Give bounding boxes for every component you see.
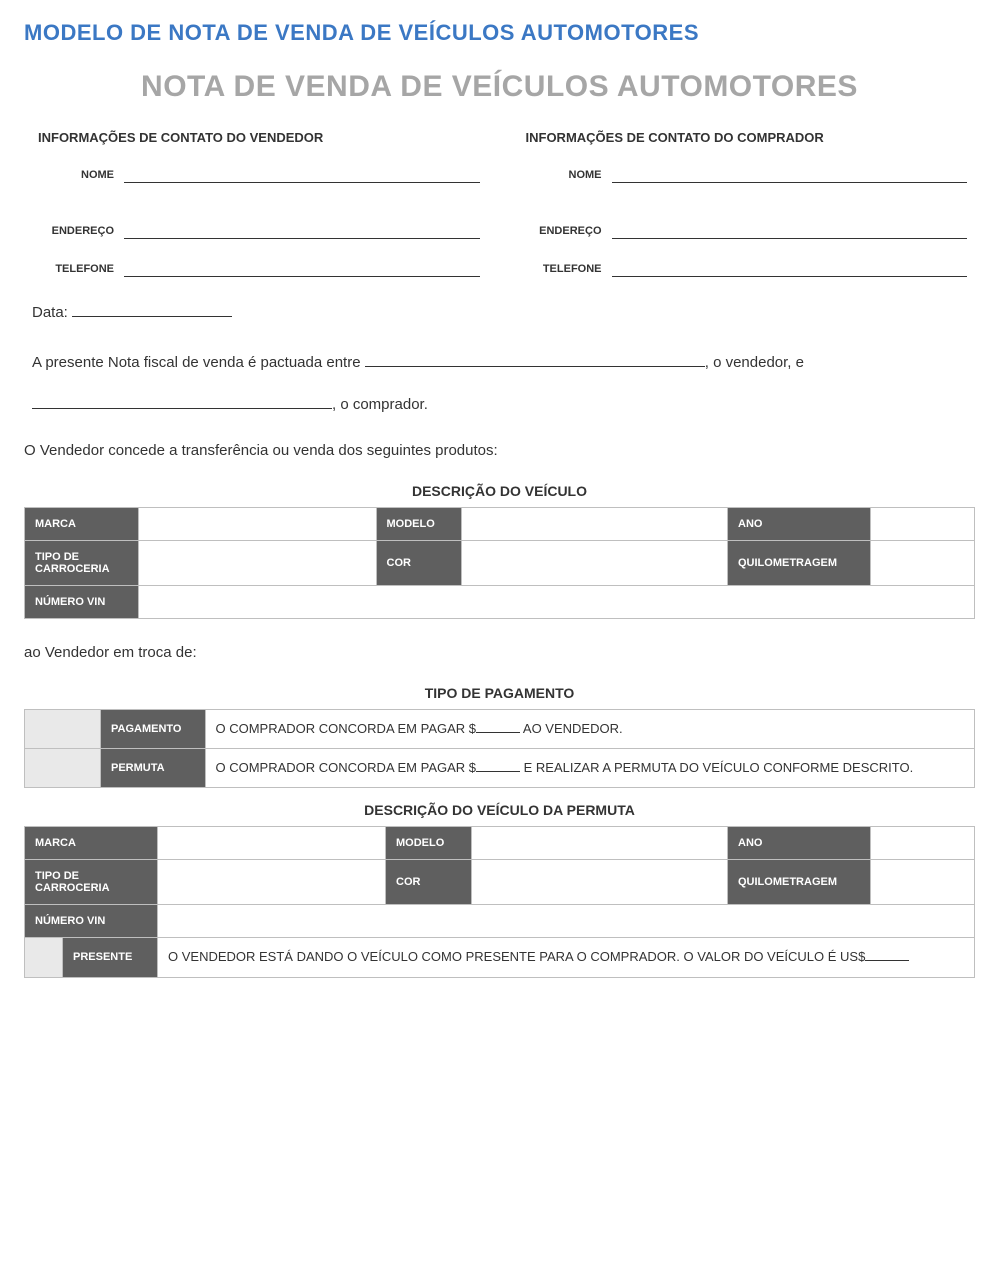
vehicle-year-input[interactable] [870,508,975,541]
page-header: MODELO DE NOTA DE VENDA DE VEÍCULOS AUTO… [24,20,975,46]
exchange-text: ao Vendedor em troca de: [24,635,975,671]
document-title: NOTA DE VENDA DE VEÍCULOS AUTOMOTORES [24,70,975,104]
seller-contact-column: INFORMAÇÕES DE CONTATO DO VENDEDOR NOME … [32,130,480,295]
trade-vin-label: NÚMERO VIN [25,905,158,938]
trade-year-label: ANO [728,827,871,860]
table-row: PAGAMENTO O COMPRADOR CONCORDA EM PAGAR … [25,710,975,749]
trade-color-label: COR [386,860,472,905]
date-line: Data: [24,295,975,331]
seller-address-label: ENDEREÇO [32,225,124,239]
buyer-party-input[interactable] [32,395,332,409]
gift-checkbox[interactable] [25,938,63,977]
gift-label: PRESENTE [63,938,158,977]
buyer-contact-column: INFORMAÇÕES DE CONTATO DO COMPRADOR NOME… [520,130,968,295]
table-row: PERMUTA O COMPRADOR CONCORDA EM PAGAR $ … [25,749,975,788]
trade-year-input[interactable] [870,827,975,860]
vehicle-model-input[interactable] [462,508,728,541]
trade-text-post: E REALIZAR A PERMUTA DO VEÍCULO CONFORME… [520,760,913,775]
vehicle-vin-label: NÚMERO VIN [25,586,139,619]
agreement-pre: A presente Nota fiscal de venda é pactua… [32,354,365,371]
payment-type-table: PAGAMENTO O COMPRADOR CONCORDA EM PAGAR … [24,709,975,788]
buyer-address-label: ENDEREÇO [520,225,612,239]
seller-name-row: NOME [32,163,480,183]
table-row: PRESENTE O VENDEDOR ESTÁ DANDO O VEÍCULO… [25,938,975,977]
payment-amount-input[interactable] [476,721,520,733]
table-row: MARCA MODELO ANO [25,508,975,541]
buyer-section-title: INFORMAÇÕES DE CONTATO DO COMPRADOR [520,130,968,145]
buyer-name-label: NOME [520,169,612,183]
table-row: TIPO DE CARROCERIA COR QUILOMETRAGEM [25,541,975,586]
seller-name-label: NOME [32,169,124,183]
seller-name-input[interactable] [124,163,480,183]
gift-amount-input[interactable] [865,949,909,961]
trade-text-pre: O COMPRADOR CONCORDA EM PAGAR $ [216,760,477,775]
trade-bodytype-label: TIPO DE CARROCERIA [25,860,158,905]
vehicle-mileage-label: QUILOMETRAGEM [728,541,871,586]
trade-make-input[interactable] [158,827,386,860]
table-row: NÚMERO VIN [25,905,975,938]
trade-make-label: MARCA [25,827,158,860]
vehicle-model-label: MODELO [376,508,462,541]
vehicle-section-title: DESCRIÇÃO DO VEÍCULO [24,483,975,499]
buyer-address-input[interactable] [612,219,968,239]
buyer-address-row: ENDEREÇO [520,219,968,239]
trade-mileage-label: QUILOMETRAGEM [728,860,871,905]
payment-checkbox[interactable] [25,710,101,749]
buyer-phone-input[interactable] [612,257,968,277]
trade-model-label: MODELO [386,827,472,860]
payment-description: O COMPRADOR CONCORDA EM PAGAR $ AO VENDE… [205,710,975,749]
gift-text-pre: O VENDEDOR ESTÁ DANDO O VEÍCULO COMO PRE… [168,949,865,964]
seller-phone-label: TELEFONE [32,263,124,277]
vehicle-make-input[interactable] [139,508,377,541]
agreement-post: , o comprador. [332,396,428,413]
trade-checkbox[interactable] [25,749,101,788]
buyer-name-input[interactable] [612,163,968,183]
buyer-phone-label: TELEFONE [520,263,612,277]
vehicle-mileage-input[interactable] [870,541,975,586]
buyer-name-row: NOME [520,163,968,183]
vehicle-bodytype-label: TIPO DE CARROCERIA [25,541,139,586]
seller-party-input[interactable] [365,353,705,367]
vehicle-vin-input[interactable] [139,586,975,619]
payment-text-post: AO VENDEDOR. [520,721,623,736]
seller-address-input[interactable] [124,219,480,239]
trade-amount-input[interactable] [476,760,520,772]
buyer-phone-row: TELEFONE [520,257,968,277]
vehicle-description-table: MARCA MODELO ANO TIPO DE CARROCERIA COR … [24,507,975,619]
date-input[interactable] [72,303,232,317]
trade-vehicle-section-title: DESCRIÇÃO DO VEÍCULO DA PERMUTA [24,802,975,818]
agreement-text-2: , o comprador. [24,387,975,423]
vehicle-color-input[interactable] [462,541,728,586]
table-row: NÚMERO VIN [25,586,975,619]
vehicle-bodytype-input[interactable] [139,541,377,586]
vehicle-year-label: ANO [728,508,871,541]
seller-section-title: INFORMAÇÕES DE CONTATO DO VENDEDOR [32,130,480,145]
gift-description: O VENDEDOR ESTÁ DANDO O VEÍCULO COMO PRE… [158,938,975,977]
trade-description: O COMPRADOR CONCORDA EM PAGAR $ E REALIZ… [205,749,975,788]
date-label: Data: [32,304,68,321]
payment-label: PAGAMENTO [101,710,206,749]
trade-label: PERMUTA [101,749,206,788]
agreement-text: A presente Nota fiscal de venda é pactua… [24,345,975,381]
table-row: MARCA MODELO ANO [25,827,975,860]
vehicle-make-label: MARCA [25,508,139,541]
seller-address-row: ENDEREÇO [32,219,480,239]
trade-vehicle-table: MARCA MODELO ANO TIPO DE CARROCERIA COR … [24,826,975,977]
vehicle-color-label: COR [376,541,462,586]
trade-model-input[interactable] [471,827,728,860]
agreement-mid: , o vendedor, e [705,354,804,371]
trade-color-input[interactable] [471,860,728,905]
seller-phone-input[interactable] [124,257,480,277]
transfer-text: O Vendedor concede a transferência ou ve… [24,433,975,469]
payment-text-pre: O COMPRADOR CONCORDA EM PAGAR $ [216,721,477,736]
trade-bodytype-input[interactable] [158,860,386,905]
table-row: TIPO DE CARROCERIA COR QUILOMETRAGEM [25,860,975,905]
payment-section-title: TIPO DE PAGAMENTO [24,685,975,701]
contact-block: INFORMAÇÕES DE CONTATO DO VENDEDOR NOME … [24,130,975,295]
trade-mileage-input[interactable] [870,860,975,905]
trade-vin-input[interactable] [158,905,975,938]
seller-phone-row: TELEFONE [32,257,480,277]
